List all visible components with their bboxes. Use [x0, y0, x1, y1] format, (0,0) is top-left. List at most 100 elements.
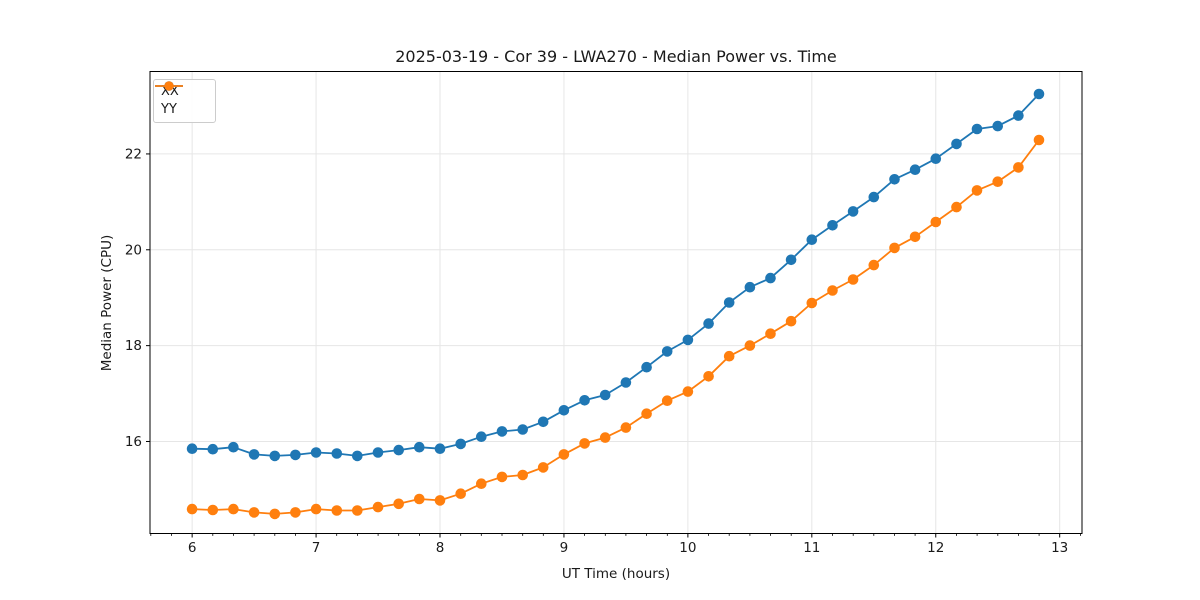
- series-yy-marker: [599, 432, 611, 443]
- series-xx-marker: [951, 138, 962, 150]
- series-xx-marker: [930, 153, 942, 164]
- series-xx-marker: [496, 426, 508, 437]
- x-tick-label: 12: [927, 540, 944, 556]
- series-yy-marker: [186, 503, 198, 515]
- series-xx-marker: [186, 443, 198, 455]
- series-xx-marker: [992, 120, 1003, 132]
- series-xx-marker: [641, 361, 652, 373]
- series-xx-marker: [682, 334, 694, 346]
- legend-item-yy: YY: [155, 81, 206, 117]
- series-xx-marker: [352, 450, 363, 462]
- series-xx-marker: [971, 123, 983, 135]
- series-yy-marker: [310, 503, 322, 515]
- series-yy-marker: [434, 495, 446, 506]
- series-xx-marker: [703, 318, 714, 329]
- series-xx-marker: [620, 377, 632, 388]
- series-xx-marker: [207, 443, 219, 455]
- series-xx-marker: [889, 174, 900, 185]
- series-xx-marker: [827, 220, 838, 231]
- series-xx-marker: [248, 449, 260, 460]
- series-yy-marker: [228, 503, 239, 515]
- series-yy-marker: [661, 395, 673, 407]
- series-yy-marker: [372, 501, 384, 513]
- series-yy-marker: [476, 478, 487, 490]
- series-xx-marker: [476, 431, 487, 443]
- series-xx-marker: [806, 234, 818, 245]
- series-xx-marker: [1033, 88, 1045, 100]
- series-yy-marker: [1013, 162, 1024, 173]
- series-yy-marker: [1033, 134, 1045, 146]
- series-yy-marker: [331, 505, 343, 516]
- series-xx-marker: [661, 346, 673, 357]
- series-xx-marker: [765, 272, 776, 284]
- x-tick-label: 11: [803, 540, 820, 556]
- series-yy-marker: [641, 408, 652, 420]
- series-yy-marker: [765, 328, 776, 340]
- x-tick-label: 13: [1051, 540, 1068, 556]
- y-axis-label: Median Power (CPU): [99, 234, 115, 372]
- series-yy-marker: [951, 201, 962, 213]
- series-yy-marker: [723, 350, 735, 362]
- x-tick-label: 6: [188, 540, 197, 556]
- series-yy-marker: [682, 386, 694, 397]
- series-yy-marker: [703, 371, 714, 382]
- series-yy-marker: [558, 449, 570, 460]
- series-yy-marker: [517, 469, 528, 481]
- series-xx-marker: [517, 424, 528, 435]
- series-yy-marker: [806, 297, 818, 309]
- series-yy-marker: [537, 462, 549, 473]
- series-xx-marker: [723, 297, 735, 308]
- x-tick-label: 7: [312, 540, 321, 556]
- series-xx-marker: [228, 441, 239, 453]
- series-yy-marker: [393, 498, 405, 510]
- series-yy-marker: [290, 507, 301, 518]
- legend-line-marker-icon: [155, 81, 183, 91]
- series-yy-marker: [930, 216, 942, 228]
- series-yy-marker: [847, 274, 859, 285]
- series-xx-marker: [414, 441, 425, 453]
- series-xx-marker: [269, 450, 281, 462]
- series-yy-marker: [579, 438, 590, 449]
- series-xx-line: [192, 93, 1040, 457]
- series-xx-marker: [393, 444, 405, 456]
- x-tick-label: 8: [436, 540, 445, 556]
- series-xx-marker: [331, 448, 343, 459]
- series-xx-marker: [310, 447, 322, 458]
- series-yy-marker: [269, 508, 281, 520]
- chart-title: 2025-03-19 - Cor 39 - LWA270 - Median Po…: [395, 47, 837, 66]
- series-xx-marker: [372, 447, 384, 458]
- series-xx-marker: [868, 191, 880, 203]
- x-tick-label: 9: [560, 540, 569, 556]
- series-yy-marker: [827, 285, 838, 296]
- legend-label-yy: YY: [161, 102, 177, 117]
- series-yy-marker: [992, 176, 1003, 187]
- x-axis-label: UT Time (hours): [561, 566, 671, 582]
- plot-frame: [149, 71, 1083, 534]
- series-yy-marker: [414, 493, 425, 505]
- series-xx-marker: [847, 206, 859, 217]
- y-tick-label: 18: [125, 338, 142, 354]
- series-yy-marker: [744, 340, 756, 351]
- series-yy-marker: [207, 504, 219, 516]
- series-yy-marker: [455, 488, 467, 500]
- series-xx-marker: [558, 405, 570, 416]
- series-xx-marker: [434, 443, 446, 455]
- series-xx-marker: [599, 389, 611, 401]
- series-yy-marker: [971, 185, 983, 196]
- series-yy-marker: [496, 471, 508, 483]
- y-tick-label: 20: [125, 242, 142, 258]
- series-yy-marker: [785, 315, 797, 327]
- series-yy-line: [192, 139, 1040, 515]
- series-xx-marker: [744, 281, 756, 293]
- series-xx-marker: [290, 449, 301, 461]
- x-tick-label: 10: [679, 540, 696, 556]
- series-xx-marker: [785, 254, 797, 266]
- series-yy-marker: [909, 231, 921, 243]
- series-yy-marker: [620, 422, 632, 433]
- series-xx-marker: [455, 438, 467, 450]
- series-yy-marker: [352, 505, 363, 516]
- series-xx-marker: [537, 416, 549, 428]
- series-xx-marker: [1013, 110, 1024, 121]
